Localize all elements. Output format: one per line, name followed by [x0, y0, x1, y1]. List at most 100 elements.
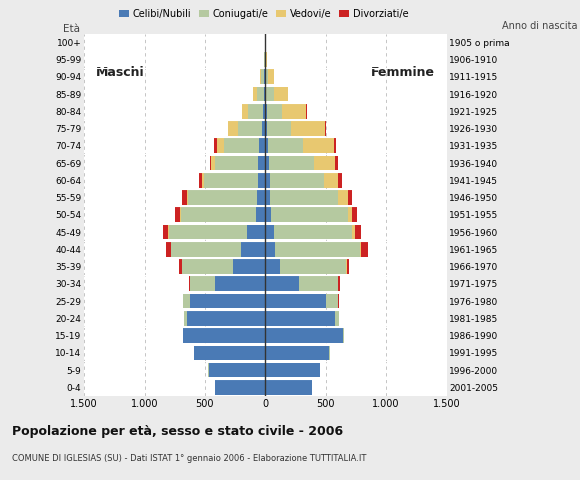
Text: Anno di nascita: Anno di nascita	[502, 21, 577, 31]
Bar	[303, 138, 334, 153]
Bar	[270, 190, 338, 205]
Bar	[266, 138, 269, 153]
Bar	[270, 173, 324, 188]
Text: Maschi: Maschi	[96, 66, 145, 79]
Bar	[217, 138, 224, 153]
Bar	[335, 156, 338, 170]
Bar	[262, 70, 264, 84]
Bar	[266, 173, 270, 188]
Bar	[353, 225, 355, 240]
Bar	[169, 225, 247, 240]
Bar	[267, 121, 291, 136]
Bar	[266, 190, 270, 205]
Bar	[190, 276, 215, 291]
Bar	[228, 121, 238, 136]
Bar	[258, 156, 266, 170]
Bar	[266, 87, 274, 101]
Bar	[347, 190, 351, 205]
Bar	[325, 121, 326, 136]
Bar	[266, 225, 274, 240]
Bar	[262, 121, 266, 136]
Bar	[266, 276, 299, 291]
Bar	[266, 70, 269, 84]
Bar	[260, 70, 262, 84]
Bar	[267, 104, 282, 119]
Bar	[266, 380, 313, 395]
Bar	[299, 276, 338, 291]
Bar	[181, 207, 256, 222]
Bar	[361, 242, 368, 257]
Text: Età: Età	[63, 24, 81, 34]
Bar	[266, 242, 275, 257]
Bar	[280, 259, 346, 274]
Bar	[233, 259, 266, 274]
Bar	[171, 242, 241, 257]
Bar	[360, 242, 361, 257]
Text: COMUNE DI IGLESIAS (SU) - Dati ISTAT 1° gennaio 2006 - Elaborazione TUTTITALIA.I: COMUNE DI IGLESIAS (SU) - Dati ISTAT 1° …	[12, 454, 366, 463]
Bar	[168, 225, 169, 240]
Bar	[291, 121, 325, 136]
Legend: Celibi/Nubili, Coniugati/e, Vedovi/e, Divorziati/e: Celibi/Nubili, Coniugati/e, Vedovi/e, Di…	[115, 5, 412, 23]
Bar	[259, 138, 266, 153]
Bar	[266, 259, 280, 274]
Bar	[187, 311, 266, 325]
Bar	[183, 294, 190, 309]
Bar	[266, 52, 267, 67]
Bar	[266, 207, 271, 222]
Bar	[266, 156, 269, 170]
Bar	[215, 156, 258, 170]
Bar	[264, 70, 266, 84]
Bar	[266, 121, 267, 136]
Bar	[175, 207, 180, 222]
Bar	[355, 225, 361, 240]
Bar	[266, 311, 335, 325]
Bar	[204, 173, 258, 188]
Bar	[194, 346, 266, 360]
Bar	[215, 276, 266, 291]
Bar	[200, 173, 202, 188]
Bar	[248, 104, 263, 119]
Bar	[335, 311, 339, 325]
Bar	[338, 294, 339, 309]
Bar	[274, 87, 288, 101]
Bar	[209, 363, 266, 377]
Bar	[258, 173, 266, 188]
Bar	[271, 207, 347, 222]
Bar	[263, 104, 266, 119]
Bar	[266, 328, 343, 343]
Bar	[269, 70, 274, 84]
Bar	[266, 363, 320, 377]
Bar	[326, 294, 338, 309]
Bar	[347, 259, 349, 274]
Bar	[282, 104, 306, 119]
Bar	[179, 259, 182, 274]
Bar	[275, 242, 360, 257]
Bar	[211, 156, 215, 170]
Bar	[346, 259, 347, 274]
Bar	[314, 156, 335, 170]
Bar	[238, 121, 262, 136]
Bar	[242, 104, 248, 119]
Bar	[224, 138, 259, 153]
Bar	[163, 225, 168, 240]
Bar	[264, 87, 266, 101]
Bar	[202, 173, 204, 188]
Bar	[266, 104, 267, 119]
Bar	[257, 87, 264, 101]
Bar	[187, 190, 188, 205]
Bar	[166, 242, 171, 257]
Bar	[182, 190, 187, 205]
Bar	[338, 190, 347, 205]
Text: Popolazione per età, sesso e stato civile - 2006: Popolazione per età, sesso e stato civil…	[12, 425, 343, 438]
Bar	[210, 156, 211, 170]
Bar	[184, 311, 187, 325]
Bar	[241, 242, 266, 257]
Bar	[253, 87, 257, 101]
Bar	[266, 346, 329, 360]
Bar	[183, 328, 266, 343]
Bar	[338, 276, 340, 291]
Bar	[188, 276, 190, 291]
Bar	[264, 52, 265, 67]
Bar	[214, 138, 217, 153]
Bar	[347, 207, 353, 222]
